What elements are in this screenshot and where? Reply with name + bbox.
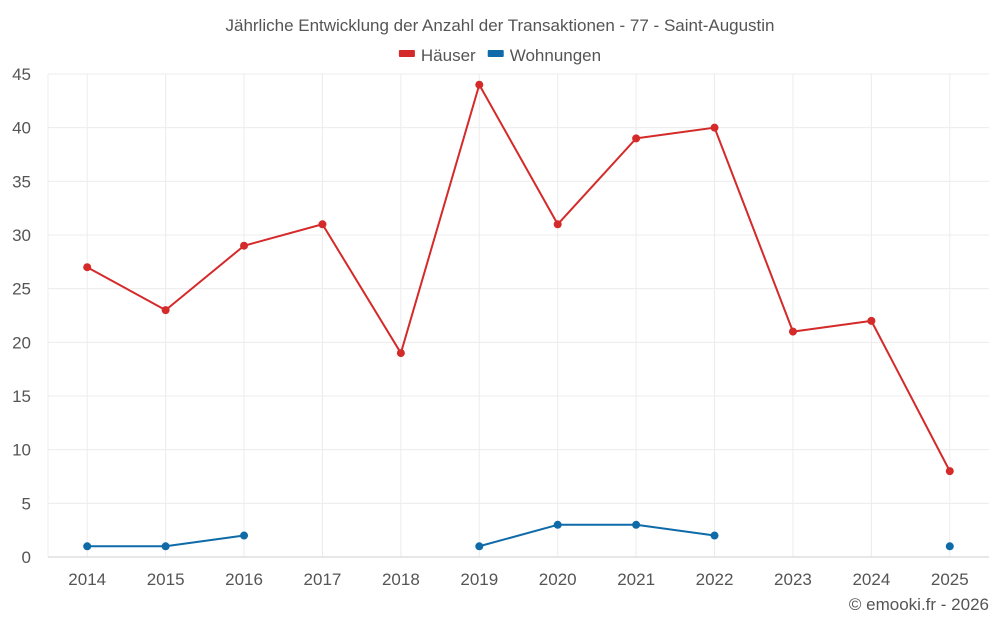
x-tick-label: 2016 [225, 570, 263, 589]
legend-swatch[interactable] [398, 50, 415, 57]
data-point-h-user[interactable] [161, 306, 170, 315]
x-tick-label: 2021 [617, 570, 655, 589]
y-tick-label: 40 [12, 119, 31, 138]
y-tick-label: 45 [12, 65, 31, 84]
y-tick-label: 5 [22, 494, 31, 513]
x-tick-label: 2015 [147, 570, 185, 589]
y-axis: 0 5 10 15 20 25 30 35 40 45 [12, 65, 31, 567]
legend-label: Häuser [421, 46, 476, 65]
data-point-wohnungen[interactable] [240, 531, 249, 540]
x-tick-label: 2017 [304, 570, 342, 589]
series-line-wohnungen [479, 523, 715, 548]
y-tick-label: 25 [12, 280, 31, 299]
x-tick-label: 2019 [460, 570, 498, 589]
data-point-h-user[interactable] [945, 467, 954, 476]
data-point-h-user[interactable] [553, 220, 562, 229]
x-tick-label: 2018 [382, 570, 420, 589]
grid [47, 73, 989, 558]
legend-label: Wohnungen [510, 46, 601, 65]
data-point-wohnungen[interactable] [945, 542, 954, 551]
chart-title: Jährliche Entwicklung der Anzahl der Tra… [225, 16, 774, 35]
data-point-wohnungen[interactable] [632, 520, 641, 529]
data-point-h-user[interactable] [632, 134, 641, 143]
data-point-h-user[interactable] [788, 327, 797, 336]
y-tick-label: 30 [12, 226, 31, 245]
legend-swatch[interactable] [487, 50, 504, 57]
x-tick-label: 2022 [696, 570, 734, 589]
x-tick-label: 2023 [774, 570, 812, 589]
y-tick-label: 10 [12, 441, 31, 460]
data-point-wohnungen[interactable] [83, 542, 92, 551]
credit-text: © emooki.fr - 2026 [849, 595, 989, 614]
data-point-h-user[interactable] [867, 316, 876, 325]
x-tick-label: 2024 [852, 570, 890, 589]
data-point-h-user[interactable] [475, 80, 484, 89]
data-point-h-user[interactable] [240, 241, 249, 250]
y-tick-label: 15 [12, 387, 31, 406]
x-axis: 2014 2015 2016 2017 2018 2019 2020 2021 2022 2023… [48, 556, 989, 589]
data-point-h-user[interactable] [710, 123, 719, 132]
x-tick-label: 2025 [931, 570, 969, 589]
data-point-h-user[interactable] [318, 220, 327, 229]
series-layer [83, 80, 954, 551]
data-point-h-user[interactable] [83, 263, 92, 272]
y-tick-label: 20 [12, 333, 31, 352]
data-point-wohnungen[interactable] [161, 542, 170, 551]
x-tick-label: 2020 [539, 570, 577, 589]
data-point-wohnungen[interactable] [553, 520, 562, 529]
y-tick-label: 35 [12, 172, 31, 191]
series-line-h-user [86, 83, 951, 472]
data-point-wohnungen[interactable] [475, 542, 484, 551]
x-tick-label: 2014 [68, 570, 106, 589]
y-tick-label: 0 [22, 548, 31, 567]
legend: Häuser Wohnungen [398, 46, 601, 65]
data-point-h-user[interactable] [396, 349, 405, 358]
data-point-wohnungen[interactable] [710, 531, 719, 540]
